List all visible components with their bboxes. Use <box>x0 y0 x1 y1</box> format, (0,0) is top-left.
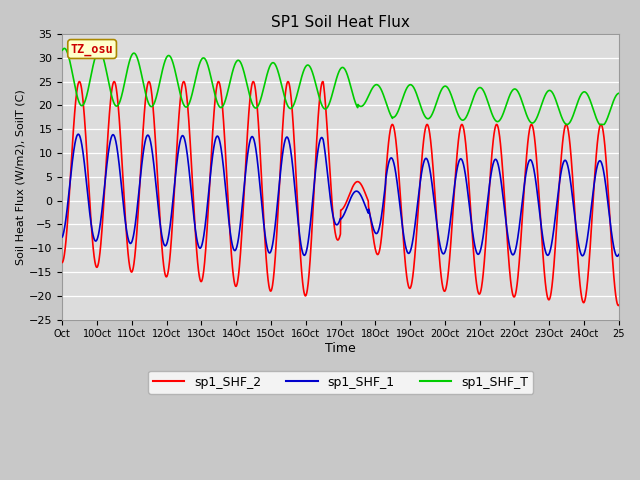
sp1_SHF_T <box>315 92 323 97</box>
sp1_SHF_T <box>599 121 607 127</box>
sp1_SHF_1 <box>315 144 323 150</box>
Line: sp1_SHF_2: sp1_SHF_2 <box>62 82 619 306</box>
sp1_SHF_1 <box>614 253 621 259</box>
sp1_SHF_T <box>497 116 504 122</box>
sp1_SHF_1 <box>330 214 337 220</box>
X-axis label: Time: Time <box>325 342 356 355</box>
sp1_SHF_1 <box>87 220 95 226</box>
sp1_SHF_2 <box>315 110 323 116</box>
Title: SP1 Soil Heat Flux: SP1 Soil Heat Flux <box>271 15 410 30</box>
Line: sp1_SHF_1: sp1_SHF_1 <box>62 134 619 256</box>
sp1_SHF_1 <box>599 165 607 170</box>
sp1_SHF_T <box>58 48 66 53</box>
sp1_SHF_1 <box>497 176 504 182</box>
sp1_SHF_2 <box>58 260 66 265</box>
sp1_SHF_1 <box>599 164 607 169</box>
sp1_SHF_T <box>61 46 68 51</box>
Y-axis label: Soil Heat Flux (W/m2), SoilT (C): Soil Heat Flux (W/m2), SoilT (C) <box>15 89 25 265</box>
Legend: sp1_SHF_2, sp1_SHF_1, sp1_SHF_T: sp1_SHF_2, sp1_SHF_1, sp1_SHF_T <box>148 371 533 394</box>
sp1_SHF_2 <box>110 79 118 84</box>
sp1_SHF_2 <box>599 125 607 131</box>
sp1_SHF_1 <box>615 252 623 257</box>
sp1_SHF_2 <box>615 302 623 308</box>
Line: sp1_SHF_T: sp1_SHF_T <box>62 48 619 124</box>
sp1_SHF_T <box>599 121 607 127</box>
Text: TZ_osu: TZ_osu <box>71 43 113 56</box>
sp1_SHF_T <box>615 90 623 96</box>
sp1_SHF_2 <box>87 215 95 220</box>
sp1_SHF_T <box>563 121 571 127</box>
sp1_SHF_1 <box>74 132 82 137</box>
sp1_SHF_T <box>330 88 337 94</box>
sp1_SHF_2 <box>497 144 504 150</box>
sp1_SHF_1 <box>58 234 66 240</box>
sp1_SHF_2 <box>614 303 622 309</box>
sp1_SHF_2 <box>599 127 607 132</box>
sp1_SHF_2 <box>330 213 337 219</box>
sp1_SHF_T <box>87 72 95 78</box>
